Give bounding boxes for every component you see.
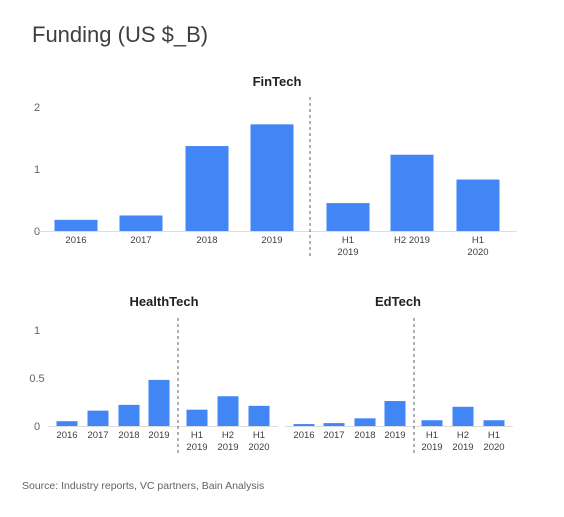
category-label: H1 [472,235,484,246]
category-label: 2020 [483,442,504,453]
category-label: 2016 [293,430,314,441]
category-label: H1 [342,235,354,246]
bar [217,396,239,426]
category-label: 2018 [354,430,375,441]
panel-title-0: FinTech [253,74,302,89]
y-tick-label: 1 [34,325,40,337]
bar [185,146,229,231]
y-tick-label: 2 [34,102,40,114]
panel-title-2: EdTech [375,294,421,309]
bar [483,420,505,426]
category-label: 2018 [196,235,217,246]
category-label: H2 2019 [394,235,430,246]
bar [456,179,500,231]
bar [248,405,270,426]
category-label: 2020 [467,247,488,258]
category-label: 2018 [118,430,139,441]
y-tick-label: 0.5 [29,373,44,385]
category-label: 2017 [323,430,344,441]
bar [293,424,315,426]
bar [56,421,78,426]
category-label: 2019 [452,442,473,453]
category-label: 2019 [337,247,358,258]
category-label: 2019 [384,430,405,441]
panel-title-1: HealthTech [129,294,198,309]
bar [54,219,98,231]
bar [390,154,434,231]
category-label: 2019 [186,442,207,453]
category-label: 2019 [217,442,238,453]
y-tick-label: 0 [34,421,40,433]
bar [354,418,376,426]
category-label: 2019 [421,442,442,453]
source-note: Source: Industry reports, VC partners, B… [22,480,265,492]
y-tick-label: 0 [34,226,40,238]
bar [421,420,443,426]
y-tick-label: 1 [34,164,40,176]
category-label: H1 [488,430,500,441]
category-label: 2019 [148,430,169,441]
chart-title: Funding (US $_B) [32,22,209,47]
bar [384,401,406,426]
category-label: 2016 [56,430,77,441]
bar [452,406,474,426]
category-label: 2020 [248,442,269,453]
bar [119,215,163,231]
category-label: H1 [253,430,265,441]
category-label: 2017 [130,235,151,246]
bar [323,423,345,426]
category-label: 2017 [87,430,108,441]
bar [148,379,170,426]
category-label: H2 [222,430,234,441]
bar [87,410,109,426]
bar [186,409,208,426]
category-label: H1 [191,430,203,441]
bar [250,124,294,231]
category-label: 2016 [65,235,86,246]
category-label: 2019 [261,235,282,246]
bar [118,404,140,426]
bar [326,203,370,231]
category-label: H2 [457,430,469,441]
category-label: H1 [426,430,438,441]
